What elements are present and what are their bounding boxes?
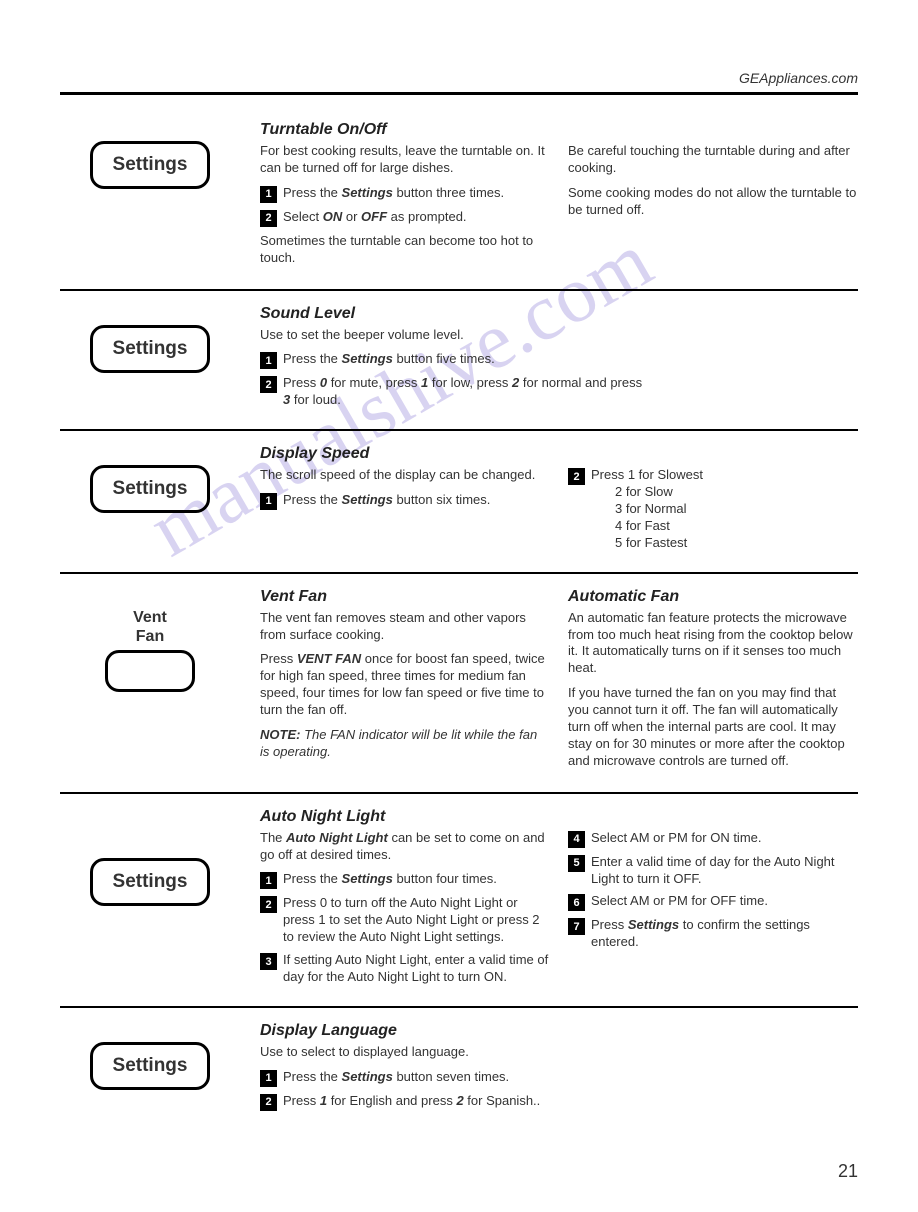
step-number-icon: 4 [568,831,585,848]
turntable-intro: For best cooking results, leave the turn… [260,143,550,177]
auto-night-step-4: 4 Select AM or PM for ON time. [568,830,858,848]
sound-title: Sound Level [260,305,647,323]
turntable-step-2: 2 Select ON or OFF as prompted. [260,209,550,227]
display-lang-step-2: 2 Press 1 for English and press 2 for Sp… [260,1093,647,1111]
step-number-icon: 1 [260,352,277,369]
turntable-warning-1: Be careful touching the turntable during… [568,143,858,177]
step-number-icon: 2 [568,468,585,485]
step-number-icon: 2 [260,376,277,393]
step-number-icon: 5 [568,855,585,872]
turntable-step-1: 1 Press the Settings button three times. [260,185,550,203]
auto-night-step-3: 3 If setting Auto Night Light, enter a v… [260,952,550,986]
display-lang-step-1: 1 Press the Settings button seven times. [260,1069,647,1087]
display-speed-step-2: 2 Press 1 for Slowest 2 for Slow 3 for N… [568,467,858,551]
vent-fan-intro: The vent fan removes steam and other vap… [260,610,550,644]
vent-fan-label: Vent Fan [133,608,167,646]
step-number-icon: 3 [260,953,277,970]
section-turntable: Settings Turntable On/Off For best cooki… [60,107,858,291]
auto-night-step-7: 7 Press Settings to confirm the settings… [568,917,858,951]
auto-night-step-5: 5 Enter a valid time of day for the Auto… [568,854,858,888]
sound-intro: Use to set the beeper volume level. [260,327,647,344]
automatic-fan-p1: An automatic fan feature protects the mi… [568,610,858,678]
settings-button-graphic: Settings [90,141,211,189]
vent-fan-instructions: Press VENT FAN once for boost fan speed,… [260,651,550,719]
sound-step-2: 2 Press 0 for mute, press 1 for low, pre… [260,375,647,409]
section-vent-fan: Vent Fan Vent Fan The vent fan removes s… [60,574,858,794]
display-speed-title: Display Speed [260,445,550,463]
section-display-language: Settings Display Language Use to select … [60,1008,858,1131]
settings-button-graphic: Settings [90,325,211,373]
settings-button-graphic: Settings [90,1042,211,1090]
turntable-title: Turntable On/Off [260,121,550,139]
auto-night-intro: The Auto Night Light can be set to come … [260,830,550,864]
turntable-warning-2: Some cooking modes do not allow the turn… [568,185,858,219]
step-number-icon: 1 [260,872,277,889]
automatic-fan-title: Automatic Fan [568,588,858,606]
settings-button-graphic: Settings [90,465,211,513]
display-lang-title: Display Language [260,1022,647,1040]
step-number-icon: 2 [260,210,277,227]
section-sound-level: Settings Sound Level Use to set the beep… [60,291,858,432]
vent-fan-note: NOTE: The FAN indicator will be lit whil… [260,727,550,761]
section-display-speed: Settings Display Speed The scroll speed … [60,431,858,573]
automatic-fan-p2: If you have turned the fan on you may fi… [568,685,858,769]
sound-step-1: 1 Press the Settings button five times. [260,351,647,369]
vent-fan-title: Vent Fan [260,588,550,606]
step-number-icon: 1 [260,1070,277,1087]
step-number-icon: 2 [260,1094,277,1111]
display-lang-intro: Use to select to displayed language. [260,1044,647,1061]
step-number-icon: 2 [260,896,277,913]
display-speed-intro: The scroll speed of the display can be c… [260,467,550,484]
step-number-icon: 6 [568,894,585,911]
step-number-icon: 1 [260,493,277,510]
auto-night-step-2: 2 Press 0 to turn off the Auto Night Lig… [260,895,550,946]
page-number: 21 [60,1161,858,1182]
auto-night-step-1: 1 Press the Settings button four times. [260,871,550,889]
vent-fan-button-graphic [105,650,195,692]
section-auto-night-light: Settings Auto Night Light The Auto Night… [60,794,858,1008]
step-number-icon: 1 [260,186,277,203]
settings-button-graphic: Settings [90,858,211,906]
step-number-icon: 7 [568,918,585,935]
display-speed-step-1: 1 Press the Settings button six times. [260,492,550,510]
turntable-after-text: Sometimes the turntable can become too h… [260,233,550,267]
auto-night-step-6: 6 Select AM or PM for OFF time. [568,893,858,911]
page-header-brand: GEAppliances.com [60,70,858,95]
auto-night-title: Auto Night Light [260,808,550,826]
